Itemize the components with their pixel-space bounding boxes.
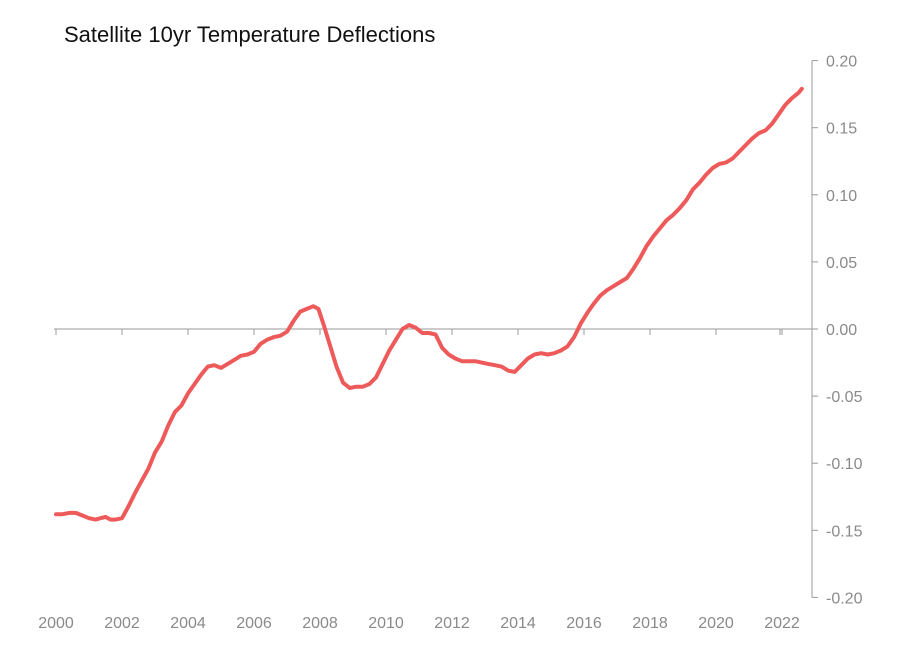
x-tick-label: 2012 [434, 615, 470, 632]
y-tick-label: -0.05 [826, 389, 863, 406]
y-tick-label: -0.15 [826, 523, 863, 540]
x-tick-label: 2004 [170, 615, 206, 632]
y-tick-label: 0.05 [826, 255, 857, 272]
y-tick-label: -0.20 [826, 590, 863, 607]
y-tick-label: 0.10 [826, 188, 857, 205]
y-tick-label: 0.15 [826, 121, 857, 138]
chart-title: Satellite 10yr Temperature Deflections [64, 22, 436, 47]
y-axis-ticks: 0.20 0.15 0.10 0.05 0.00 -0.05 -0.10 -0.15 -0.20 [812, 54, 863, 607]
x-tick-label: 2016 [566, 615, 602, 632]
y-tick-label: 0.00 [826, 322, 857, 339]
x-axis-ticks: 2000 2002 2004 2006 2008 2010 2012 2014 2016 2018… [38, 329, 800, 632]
x-tick-label: 2010 [368, 615, 404, 632]
x-tick-label: 2002 [104, 615, 140, 632]
x-tick-label: 2018 [632, 615, 668, 632]
x-tick-label: 2000 [38, 615, 74, 632]
x-tick-label: 2008 [302, 615, 338, 632]
y-tick-label: -0.10 [826, 456, 863, 473]
y-tick-label: 0.20 [826, 54, 857, 71]
x-tick-label: 2020 [698, 615, 734, 632]
series-line-0 [54, 86, 804, 522]
x-tick-label: 2022 [764, 615, 800, 632]
x-tick-label: 2006 [236, 615, 272, 632]
series-layer [54, 86, 804, 522]
x-tick-label: 2014 [500, 615, 536, 632]
